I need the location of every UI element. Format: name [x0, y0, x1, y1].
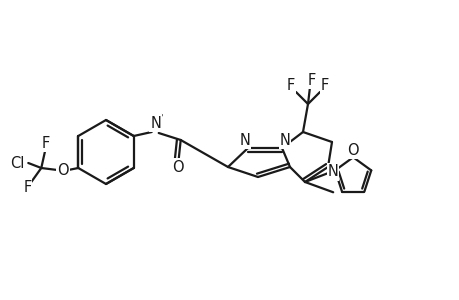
- Text: F: F: [307, 73, 315, 88]
- Text: N: N: [150, 116, 161, 130]
- Text: N: N: [327, 164, 338, 179]
- Text: F: F: [286, 77, 295, 92]
- Text: F: F: [320, 77, 328, 92]
- Text: O: O: [172, 160, 183, 175]
- Text: F: F: [23, 181, 31, 196]
- Text: O: O: [347, 143, 358, 158]
- Text: F: F: [41, 136, 49, 151]
- Text: O: O: [57, 163, 69, 178]
- Text: N: N: [239, 133, 250, 148]
- Text: N: N: [279, 133, 290, 148]
- Text: Cl: Cl: [10, 155, 24, 170]
